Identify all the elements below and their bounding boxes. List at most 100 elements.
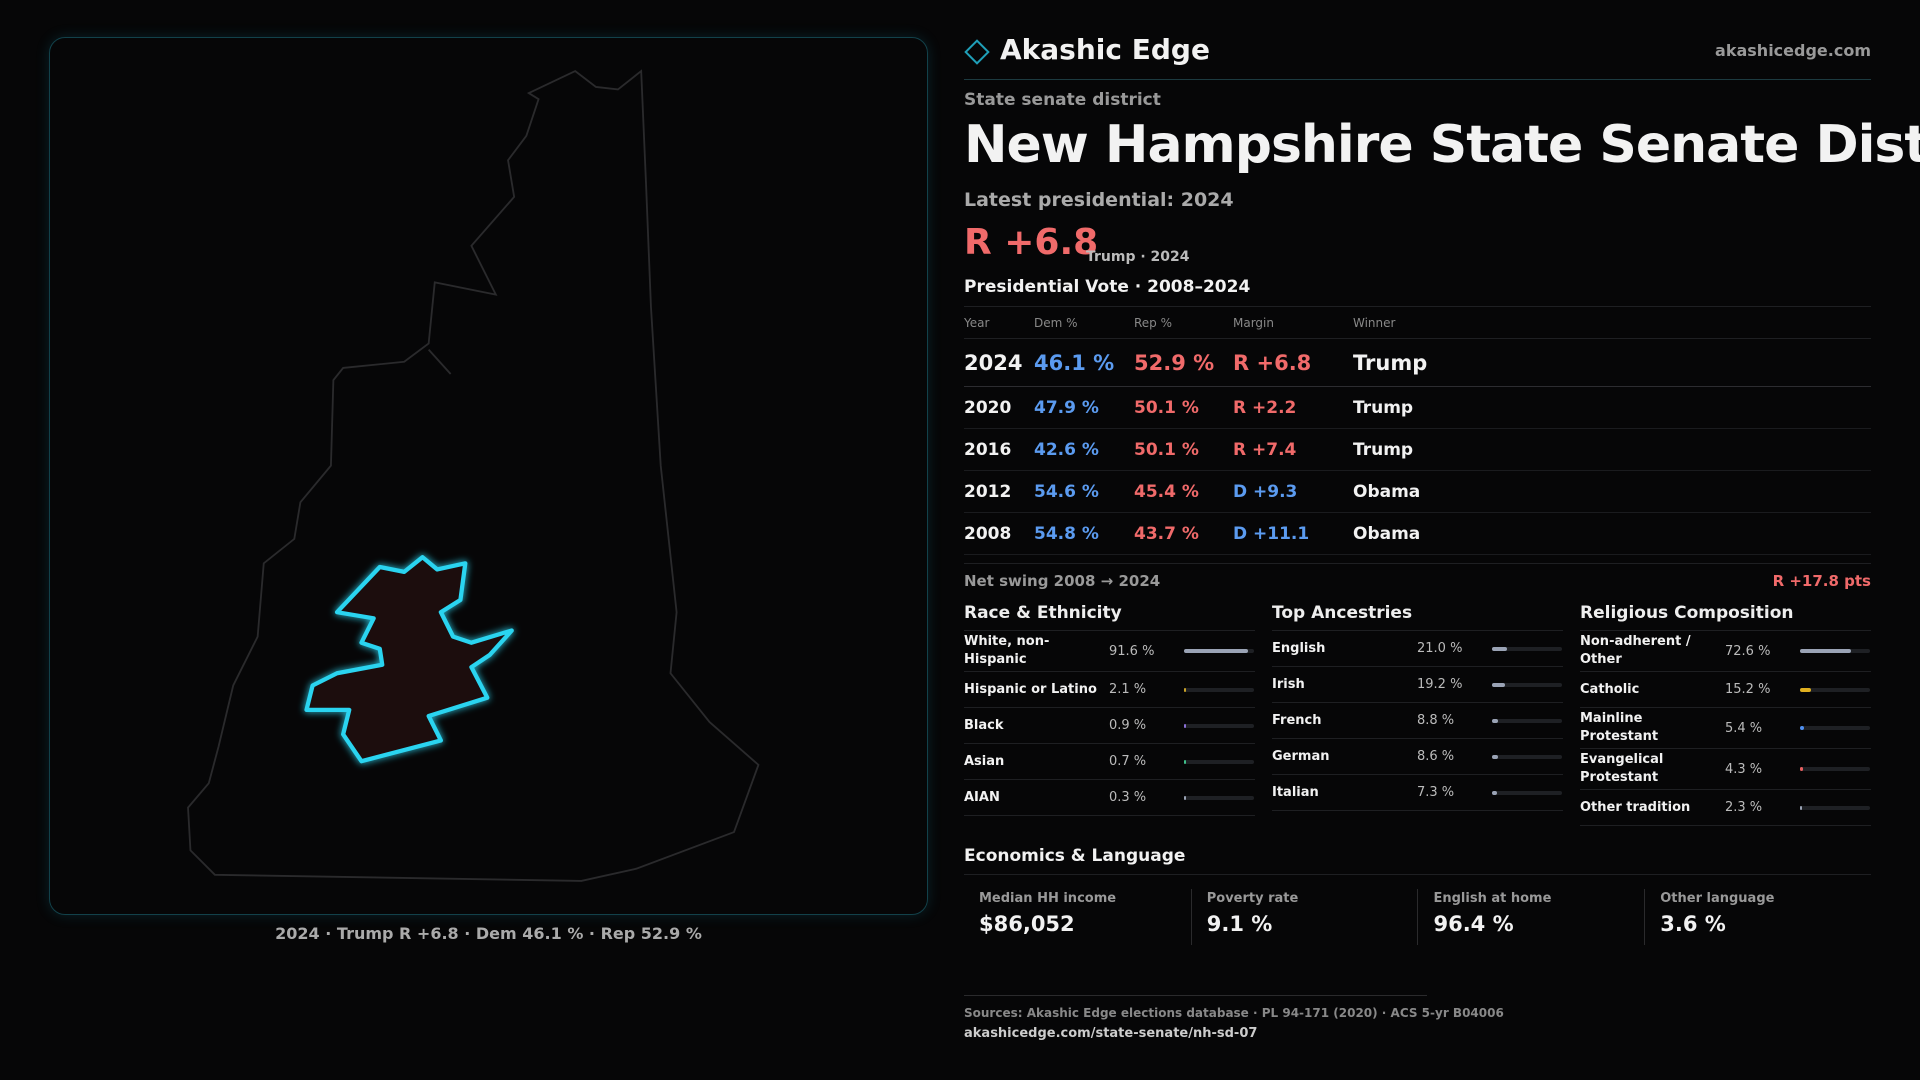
table-title: Presidential Vote · 2008–2024 xyxy=(964,277,1251,297)
stat-label: Asian xyxy=(964,753,1005,769)
table-cell: 46.1 % xyxy=(1034,350,1115,375)
stat-row: White, non-Hispanic 91.6 % xyxy=(964,631,1255,672)
map xyxy=(187,69,760,882)
kicker: State senate district xyxy=(964,90,1161,110)
econ-card: Median HH income $86,052 xyxy=(964,889,1191,945)
stat-value: 4.3 % xyxy=(1725,761,1763,777)
bar xyxy=(1492,646,1507,651)
table-cell: D +11.1 xyxy=(1233,523,1310,544)
stat-row: Non-adherent / Other 72.6 % xyxy=(1580,631,1871,672)
stat-row: Hispanic or Latino 2.1 % xyxy=(964,672,1255,708)
table-cell: 2008 xyxy=(964,523,1012,544)
ancestry-section: Top Ancestries English 21.0 % Irish 19.2 % Fr… xyxy=(1272,603,1563,811)
stat-row: English 21.0 % xyxy=(1272,631,1563,667)
card-label: English at home xyxy=(1433,891,1552,906)
bar-track xyxy=(1800,767,1870,771)
stat-label: Italian xyxy=(1272,784,1319,800)
stat-value: 0.7 % xyxy=(1109,754,1147,769)
stat-label: Catholic xyxy=(1580,681,1640,697)
race-section: Race & Ethnicity White, non-Hispanic 91.6 … xyxy=(964,603,1255,816)
stat-label: White, non-Hispanic xyxy=(964,634,1050,667)
stat-label: French xyxy=(1272,712,1322,728)
stat-label: Non-adherent / Other xyxy=(1580,634,1691,667)
bar-track xyxy=(1492,682,1562,687)
table-cell: Obama xyxy=(1353,481,1421,502)
latest-note: Trump · 2024 xyxy=(1086,249,1190,265)
column-header: Margin xyxy=(1233,315,1274,330)
stat-row: Evangelical Protestant 4.3 % xyxy=(1580,749,1871,790)
table-cell: 47.9 % xyxy=(1034,397,1099,418)
bar-track xyxy=(1184,649,1254,653)
card-value: 3.6 % xyxy=(1660,912,1726,936)
card-value: 9.1 % xyxy=(1206,912,1273,936)
stat-value: 7.3 % xyxy=(1417,785,1455,800)
table-cell: 50.1 % xyxy=(1134,439,1199,460)
table-cell: 42.6 % xyxy=(1034,439,1099,460)
bar xyxy=(1800,726,1804,730)
page-title: New Hampshire State Senate District 7 xyxy=(964,115,1920,175)
bar xyxy=(1492,682,1506,687)
stat-label: German xyxy=(1272,748,1330,764)
stat-label: English xyxy=(1272,640,1326,656)
bar-track xyxy=(1492,646,1562,651)
stat-value: 8.6 % xyxy=(1417,749,1455,764)
stat-row: German 8.6 % xyxy=(1272,739,1563,775)
stat-row: Mainline Protestant 5.4 % xyxy=(1580,708,1871,749)
bar-track xyxy=(1184,723,1254,728)
stat-value: 5.4 % xyxy=(1725,720,1763,736)
sources: Sources: Akashic Edge elections database… xyxy=(964,1006,1504,1020)
stat-row: Catholic 15.2 % xyxy=(1580,672,1871,708)
stat-value: 15.2 % xyxy=(1725,682,1771,697)
bar-track xyxy=(1184,687,1254,692)
table-cell: R +6.8 xyxy=(1233,350,1312,375)
stat-value: 2.1 % xyxy=(1109,682,1147,697)
bar xyxy=(1184,759,1186,764)
stat-row: Other tradition 2.3 % xyxy=(1580,790,1871,826)
bar-track xyxy=(1800,687,1870,692)
table-cell: Trump xyxy=(1353,439,1414,460)
stat-value: 8.8 % xyxy=(1417,713,1455,728)
source-url[interactable]: akashicedge.com/state-senate/nh-sd-07 xyxy=(964,1026,1258,1041)
stat-label: Other tradition xyxy=(1580,799,1691,815)
bar-track xyxy=(1492,718,1562,723)
bar xyxy=(1800,687,1811,692)
table-cell: 45.4 % xyxy=(1134,481,1199,502)
stat-value: 19.2 % xyxy=(1417,677,1463,692)
divider xyxy=(964,874,1871,875)
map-panel xyxy=(49,37,928,915)
stat-value: 2.3 % xyxy=(1725,800,1763,815)
column-header: Winner xyxy=(1353,315,1396,330)
table-cell: 54.8 % xyxy=(1034,523,1099,544)
swing-value: R +17.8 pts xyxy=(1772,572,1871,590)
column-header: Dem % xyxy=(1034,315,1078,330)
brand-domain[interactable]: akashicedge.com xyxy=(1715,41,1871,60)
table-row: 2012 54.6 % 45.4 % D +9.3 Obama xyxy=(964,471,1871,513)
table-cell: Trump xyxy=(1353,397,1414,418)
bar-track xyxy=(1492,790,1562,795)
stat-value: 0.9 % xyxy=(1109,718,1147,733)
map-caption: 2024 · Trump R +6.8 · Dem 46.1 % · Rep 5… xyxy=(275,924,702,943)
bar xyxy=(1800,649,1851,653)
bar xyxy=(1184,723,1186,728)
table-cell: 2020 xyxy=(964,397,1012,418)
divider xyxy=(964,995,1427,996)
stat-row: French 8.8 % xyxy=(1272,703,1563,739)
econ-card: Poverty rate 9.1 % xyxy=(1190,889,1418,945)
table-cell: 52.9 % xyxy=(1134,350,1215,375)
bar xyxy=(1492,754,1499,759)
stat-row: Black 0.9 % xyxy=(964,708,1255,744)
divider xyxy=(964,79,1871,80)
bar xyxy=(1800,767,1803,771)
stat-label: Irish xyxy=(1272,676,1305,692)
table-row: 2016 42.6 % 50.1 % R +7.4 Trump xyxy=(964,429,1871,471)
table-header: Year Dem % Rep % Margin Winner xyxy=(964,307,1871,339)
table-cell: 2016 xyxy=(964,439,1012,460)
stat-label: Mainline Protestant xyxy=(1580,711,1659,744)
table-cell: Trump xyxy=(1353,350,1428,375)
table-cell: 2024 xyxy=(964,350,1023,375)
logo xyxy=(964,39,990,65)
divider xyxy=(964,563,1871,564)
bar xyxy=(1800,805,1802,810)
section-title: Top Ancestries xyxy=(1272,603,1563,631)
